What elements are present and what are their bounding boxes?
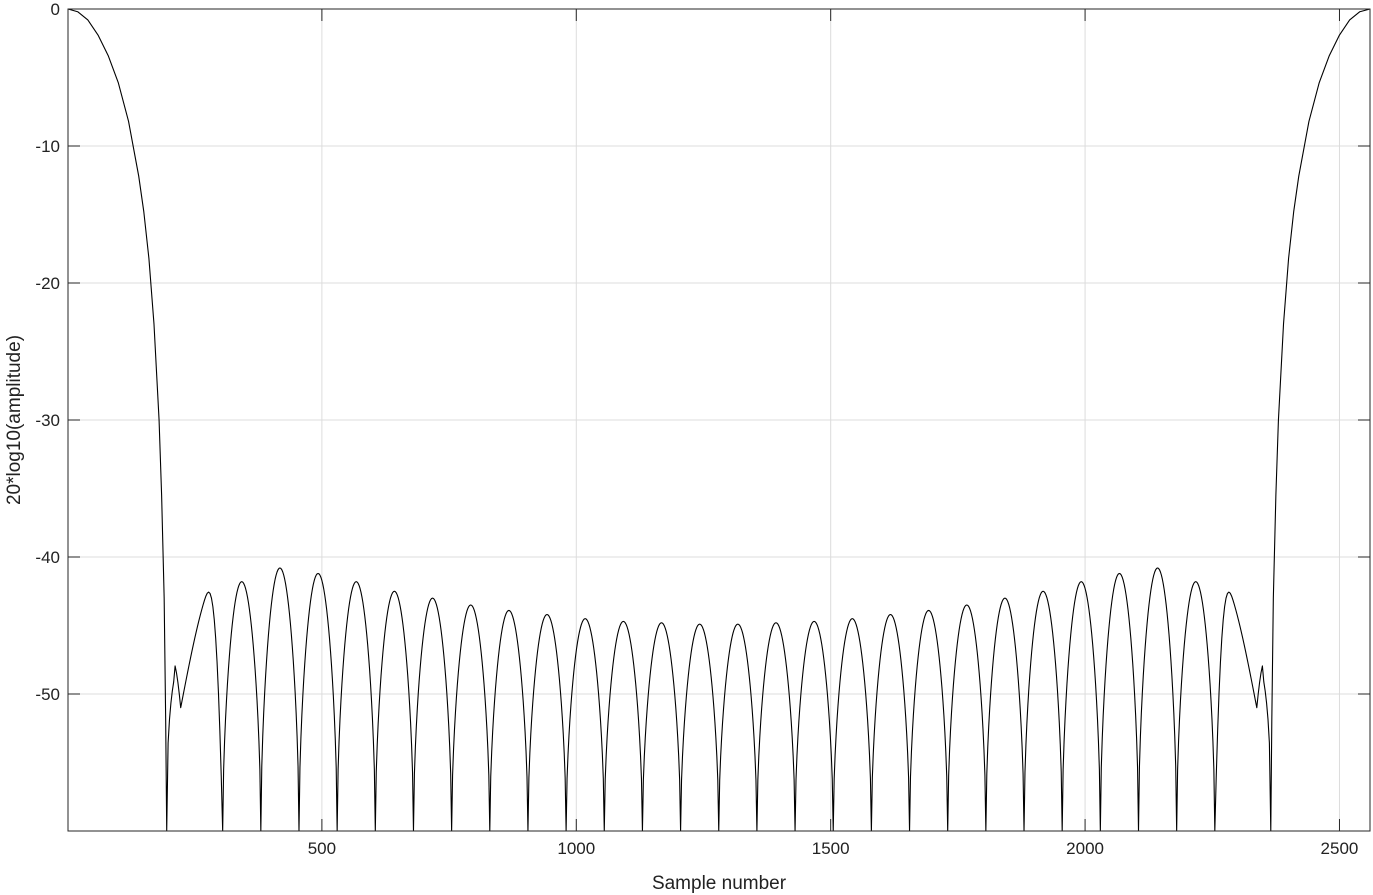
x-axis-label: Sample number bbox=[652, 873, 787, 894]
tick-labels: 500 1000 1500 2000 2500 0 -10 -20 -30 -40 -50 bbox=[35, 0, 1358, 858]
x-tick-label: 1000 bbox=[557, 839, 595, 858]
x-tick-label: 1500 bbox=[812, 839, 850, 858]
x-tick-label: 500 bbox=[308, 839, 336, 858]
y-tick-label: -50 bbox=[35, 685, 60, 704]
grid bbox=[68, 8, 1370, 831]
y-axis-label: 20*log10(amplitude) bbox=[4, 335, 25, 505]
y-tick-label: 0 bbox=[51, 0, 60, 19]
y-tick-label: -30 bbox=[35, 411, 60, 430]
x-tick-label: 2000 bbox=[1066, 839, 1104, 858]
y-tick-label: -40 bbox=[35, 548, 60, 567]
x-tick-label: 2500 bbox=[1321, 839, 1359, 858]
plot-frame bbox=[67, 8, 1371, 832]
y-tick-label: -20 bbox=[35, 274, 60, 293]
y-tick-label: -10 bbox=[35, 137, 60, 156]
